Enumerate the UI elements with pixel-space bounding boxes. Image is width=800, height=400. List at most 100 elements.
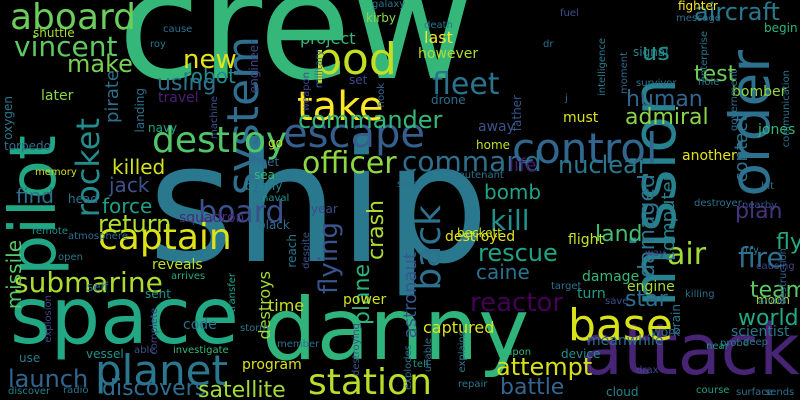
word-project: project [300, 29, 356, 48]
word-crew: crew [118, 0, 474, 114]
word-moon: moon [756, 293, 790, 307]
word-destroyer: destroyer [694, 198, 742, 209]
word-captured: captured [423, 318, 495, 337]
word-sent: sent [145, 287, 171, 301]
word-power: power [343, 292, 387, 308]
word-survivor: survivor [636, 78, 677, 89]
word-satellite: satellite [198, 378, 286, 400]
word-stop: stop [397, 179, 419, 190]
word-program: program [242, 357, 302, 373]
word-bomber: bomber [732, 84, 787, 100]
word-navy: navy [148, 121, 178, 135]
word-danny: danny [262, 280, 530, 380]
word-make: make [67, 50, 133, 78]
word-time: time [268, 296, 305, 315]
word-captain: captain [98, 217, 232, 258]
word-galaxy: galaxy [372, 0, 406, 10]
word-command: command [402, 145, 542, 178]
word-use: use [19, 351, 41, 365]
word-hook: hook [376, 83, 387, 108]
word-sends: sends [765, 387, 795, 398]
word-team: team [750, 278, 800, 303]
word-battle: battle [500, 375, 565, 400]
word-planet: planet [95, 346, 228, 395]
word-astronaut: astronaut [400, 252, 421, 339]
word-repair: repair [458, 379, 488, 390]
word-andie: andie [758, 296, 786, 307]
word-pod: pod [314, 34, 397, 85]
word-aircraft: aircraft [694, 0, 780, 26]
word-black: black [258, 218, 290, 232]
word-world: world [738, 306, 799, 331]
word-go: go [268, 136, 283, 150]
word-killing: killing [685, 289, 715, 300]
word-new: new [183, 45, 237, 75]
word-upon: upon [506, 347, 532, 358]
word-sea: sea [254, 168, 275, 182]
word-lieutenant: lieutenant [453, 170, 504, 181]
word-engine: engine [627, 279, 675, 295]
word-communication: communication [781, 70, 792, 148]
word-squadron: squadron [179, 210, 245, 226]
word-star: star [625, 287, 668, 312]
word-destroying: destroying [351, 323, 362, 377]
word-year: year [311, 202, 338, 216]
word-attack: attack [580, 309, 800, 391]
word-probe: probe [720, 338, 749, 349]
word-fleet: fleet [432, 67, 500, 102]
word-us: us [642, 38, 670, 66]
word-nearby: nearby [742, 200, 777, 211]
word-caine: caine [476, 260, 530, 284]
word-cause: cause [163, 24, 193, 35]
word-memory: memory [35, 167, 77, 178]
word-hit: hit [761, 181, 775, 192]
word-force: force [102, 194, 153, 218]
word-flying: flying [314, 222, 344, 294]
word-space: space [10, 272, 239, 362]
word-attempt: attempt [496, 353, 593, 381]
word-turn: turn [577, 286, 606, 302]
word-machine: machine [209, 96, 220, 139]
word-rescue: rescue [478, 239, 558, 267]
word-damage: damage [582, 269, 640, 285]
word-take: take [297, 84, 384, 130]
word-way: way [645, 248, 666, 259]
word-escape: escape [283, 111, 425, 157]
word-deep: deep [743, 337, 768, 348]
word-arrives: arrives [171, 271, 206, 282]
word-vincent: vincent [14, 30, 118, 63]
word-able: able [134, 345, 156, 356]
word-begin: begin [764, 21, 798, 35]
word-dr: dr [543, 39, 554, 50]
word-despite: despite [301, 232, 312, 269]
word-message: message [676, 13, 721, 24]
word-fighter: fighter [678, 0, 718, 13]
word-j: j [565, 93, 568, 104]
word-return: return [98, 210, 172, 238]
word-try: try [745, 245, 759, 256]
word-travel: travel [158, 90, 199, 106]
word-member: member [277, 339, 320, 350]
word-oxygen: oxygen [1, 96, 15, 140]
word-complete: complete [149, 308, 160, 355]
word-however: however [418, 46, 479, 62]
word-reach: reach [285, 234, 299, 268]
word-meet: meet [248, 155, 280, 169]
word-last: last [424, 28, 453, 47]
word-destruction: destruction [778, 248, 789, 305]
word-course: course [696, 385, 730, 396]
word-torpedo: torpedo [4, 139, 51, 153]
word-flight: flight [568, 232, 604, 248]
word-land: land [595, 222, 643, 247]
word-away: away [478, 119, 515, 135]
word-weapon: weapon [301, 72, 312, 112]
word-open: open [58, 252, 83, 263]
word-radio: radio [63, 385, 89, 396]
word-find: find [16, 184, 54, 208]
word-remote: remote [32, 226, 68, 237]
word-life: life [509, 155, 537, 176]
word-kirby: kirby [366, 11, 396, 25]
word-destroyed: destroyed [445, 229, 516, 245]
word-landing: landing [133, 88, 147, 133]
